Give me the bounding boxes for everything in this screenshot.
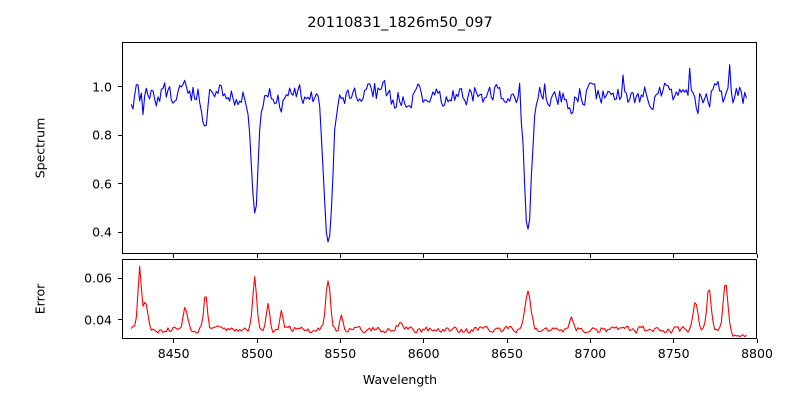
spectrum-xtick-mark — [173, 254, 175, 258]
error-line — [130, 265, 747, 338]
spectrum-ytick-mark — [118, 134, 122, 136]
spectrum-ytick-label: 1.0 — [92, 79, 112, 95]
spectrum-ytick-label: 0.8 — [92, 127, 112, 143]
x-axis-tick-label: 8500 — [241, 346, 273, 361]
error-ytick-label: 0.06 — [84, 270, 112, 286]
spectrum-xtick-mark — [589, 254, 591, 258]
error-xtick-mark — [673, 339, 675, 343]
x-axis-label: Wavelength — [362, 372, 438, 387]
x-axis-tick-label: 8750 — [657, 346, 690, 361]
chart-title: 20110831_1826m50_097 — [307, 15, 493, 31]
error-xtick-mark — [256, 339, 258, 343]
error-xtick-mark — [756, 339, 758, 343]
spectrum-xtick-mark — [673, 254, 675, 258]
error-xtick-mark — [339, 339, 341, 343]
spectrum-y-axis-label: Spectrum — [32, 117, 48, 179]
error-ytick-mark — [118, 319, 122, 321]
x-axis-tick-label: 8600 — [407, 346, 440, 361]
spectrum-xtick-mark — [423, 254, 425, 258]
error-xtick-mark — [423, 339, 425, 343]
spectrum-ytick-mark — [118, 183, 122, 185]
x-axis-tick-label: 8650 — [491, 346, 523, 361]
spectrum-xtick-mark — [506, 254, 508, 258]
x-axis-tick-label: 8550 — [324, 346, 357, 361]
error-ytick-mark — [118, 277, 122, 280]
spectrum-axes — [122, 42, 757, 254]
error-ytick-label: 0.04 — [84, 312, 112, 327]
spectrum-ytick-label: 0.4 — [92, 224, 112, 240]
x-axis-tick-label: 8800 — [741, 346, 773, 361]
spectrum-line — [130, 64, 747, 243]
spectrum-xtick-mark — [339, 254, 341, 258]
spectrum-ytick-label: 0.6 — [92, 176, 112, 192]
error-xtick-mark — [173, 339, 175, 343]
spectrum-xtick-mark — [756, 254, 758, 258]
error-y-axis-label: Error — [32, 283, 48, 315]
error-xtick-mark — [589, 339, 591, 343]
spectrum-ytick-mark — [118, 231, 122, 233]
error-xtick-mark — [506, 339, 508, 343]
error-axes — [122, 259, 757, 339]
spectrum-ytick-mark — [118, 86, 122, 88]
spectrum-xtick-mark — [256, 254, 258, 258]
x-axis-tick-label: 8700 — [574, 346, 607, 361]
x-axis-tick-label: 8450 — [157, 346, 190, 361]
